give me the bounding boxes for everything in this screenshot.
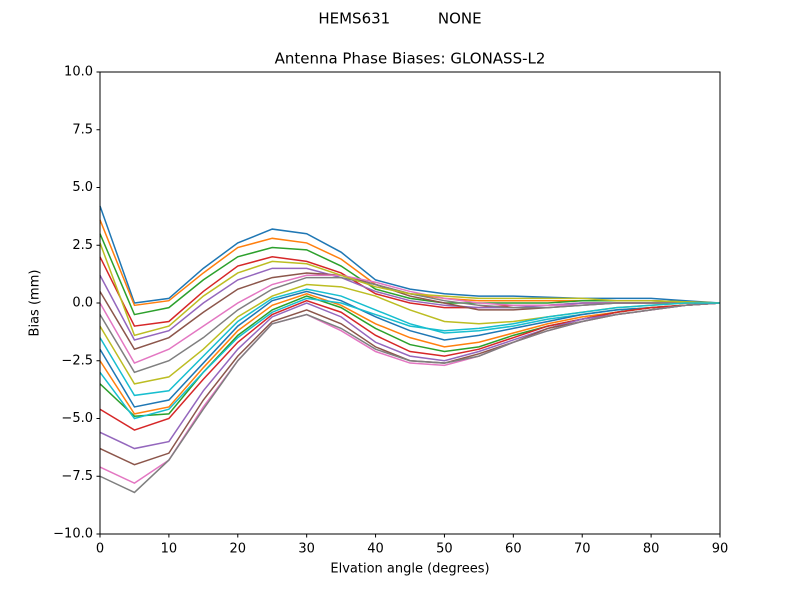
y-tick-label: 10.0 [64,65,93,80]
series-line [99,297,720,420]
y-tick-label: 5.0 [72,180,93,195]
y-tick-label: −7.5 [61,469,93,484]
x-axis-label: Elvation angle (degrees) [330,562,489,577]
x-tick-label: 20 [230,542,247,557]
y-tick-label: 7.5 [72,122,93,137]
x-tick-label: 90 [712,542,729,557]
series-line [99,242,721,337]
y-tick-label: −5.0 [61,411,93,426]
x-tick-label: 60 [505,542,522,557]
x-tick-label: 70 [574,542,591,557]
y-axis-label: Bias (mm) [28,270,43,337]
y-tick-label: −10.0 [53,527,93,542]
y-tick-label: −2.5 [61,353,93,368]
series-line [99,302,721,494]
x-tick-label: 80 [643,542,660,557]
series-line [99,290,721,408]
y-tick-label: 0.0 [72,296,93,311]
x-tick-label: 0 [96,542,104,557]
suptitle: HEMS631 NONE [318,10,481,28]
series-line [99,205,721,304]
x-tick-label: 50 [436,542,453,557]
x-tick-label: 30 [298,542,315,557]
x-tick-label: 10 [161,542,178,557]
y-tick-label: 2.5 [72,238,93,253]
series-line [99,299,721,431]
chart-title: Antenna Phase Biases: GLONASS-L2 [275,50,546,68]
x-tick-label: 40 [367,542,384,557]
